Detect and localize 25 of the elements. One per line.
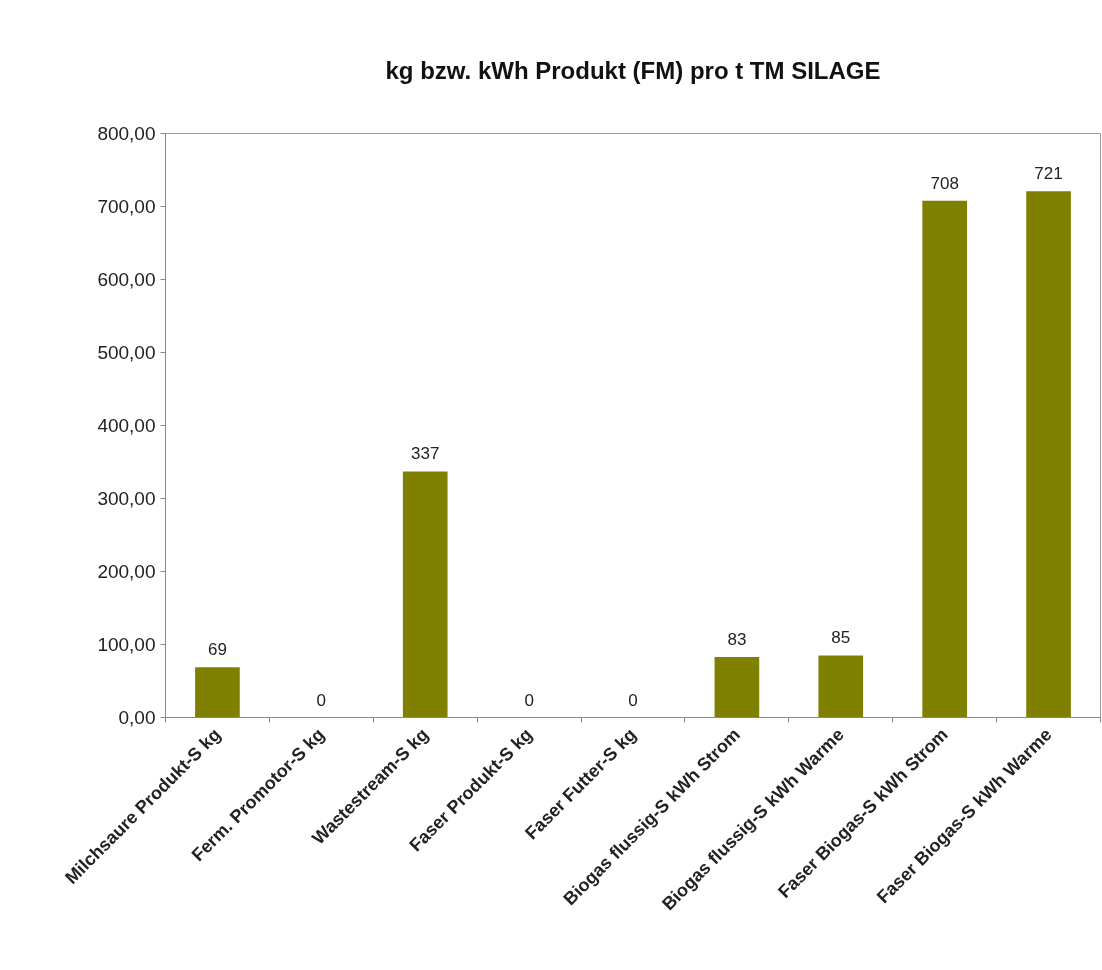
chart-title: kg bzw. kWh Produkt (FM) pro t TM SILAGE xyxy=(385,56,881,84)
data-label: 721 xyxy=(1034,164,1063,184)
data-label: 85 xyxy=(831,628,851,648)
data-label: 0 xyxy=(628,690,638,710)
data-label: 0 xyxy=(316,690,327,710)
y-tick-label: 300,00 xyxy=(97,488,156,509)
bar xyxy=(714,656,760,718)
y-tick-label: 100,00 xyxy=(97,634,156,655)
bar xyxy=(1026,191,1071,718)
bar xyxy=(402,471,448,718)
y-tick-label: 700,00 xyxy=(97,196,156,217)
data-label: 69 xyxy=(207,640,227,660)
y-tick-label: 600,00 xyxy=(97,269,156,290)
y-tick-label: 500,00 xyxy=(97,342,156,363)
y-tick-label: 200,00 xyxy=(97,561,156,582)
y-tick-label: 400,00 xyxy=(97,415,156,436)
bar xyxy=(818,655,864,718)
data-label: 0 xyxy=(524,690,534,710)
y-tick-label: 0,00 xyxy=(118,707,156,728)
y-tick-label: 800,00 xyxy=(97,123,156,144)
data-label: 708 xyxy=(930,173,959,193)
data-label: 337 xyxy=(411,444,440,464)
bar xyxy=(922,200,967,718)
bar xyxy=(195,667,240,718)
data-label: 83 xyxy=(727,629,747,649)
